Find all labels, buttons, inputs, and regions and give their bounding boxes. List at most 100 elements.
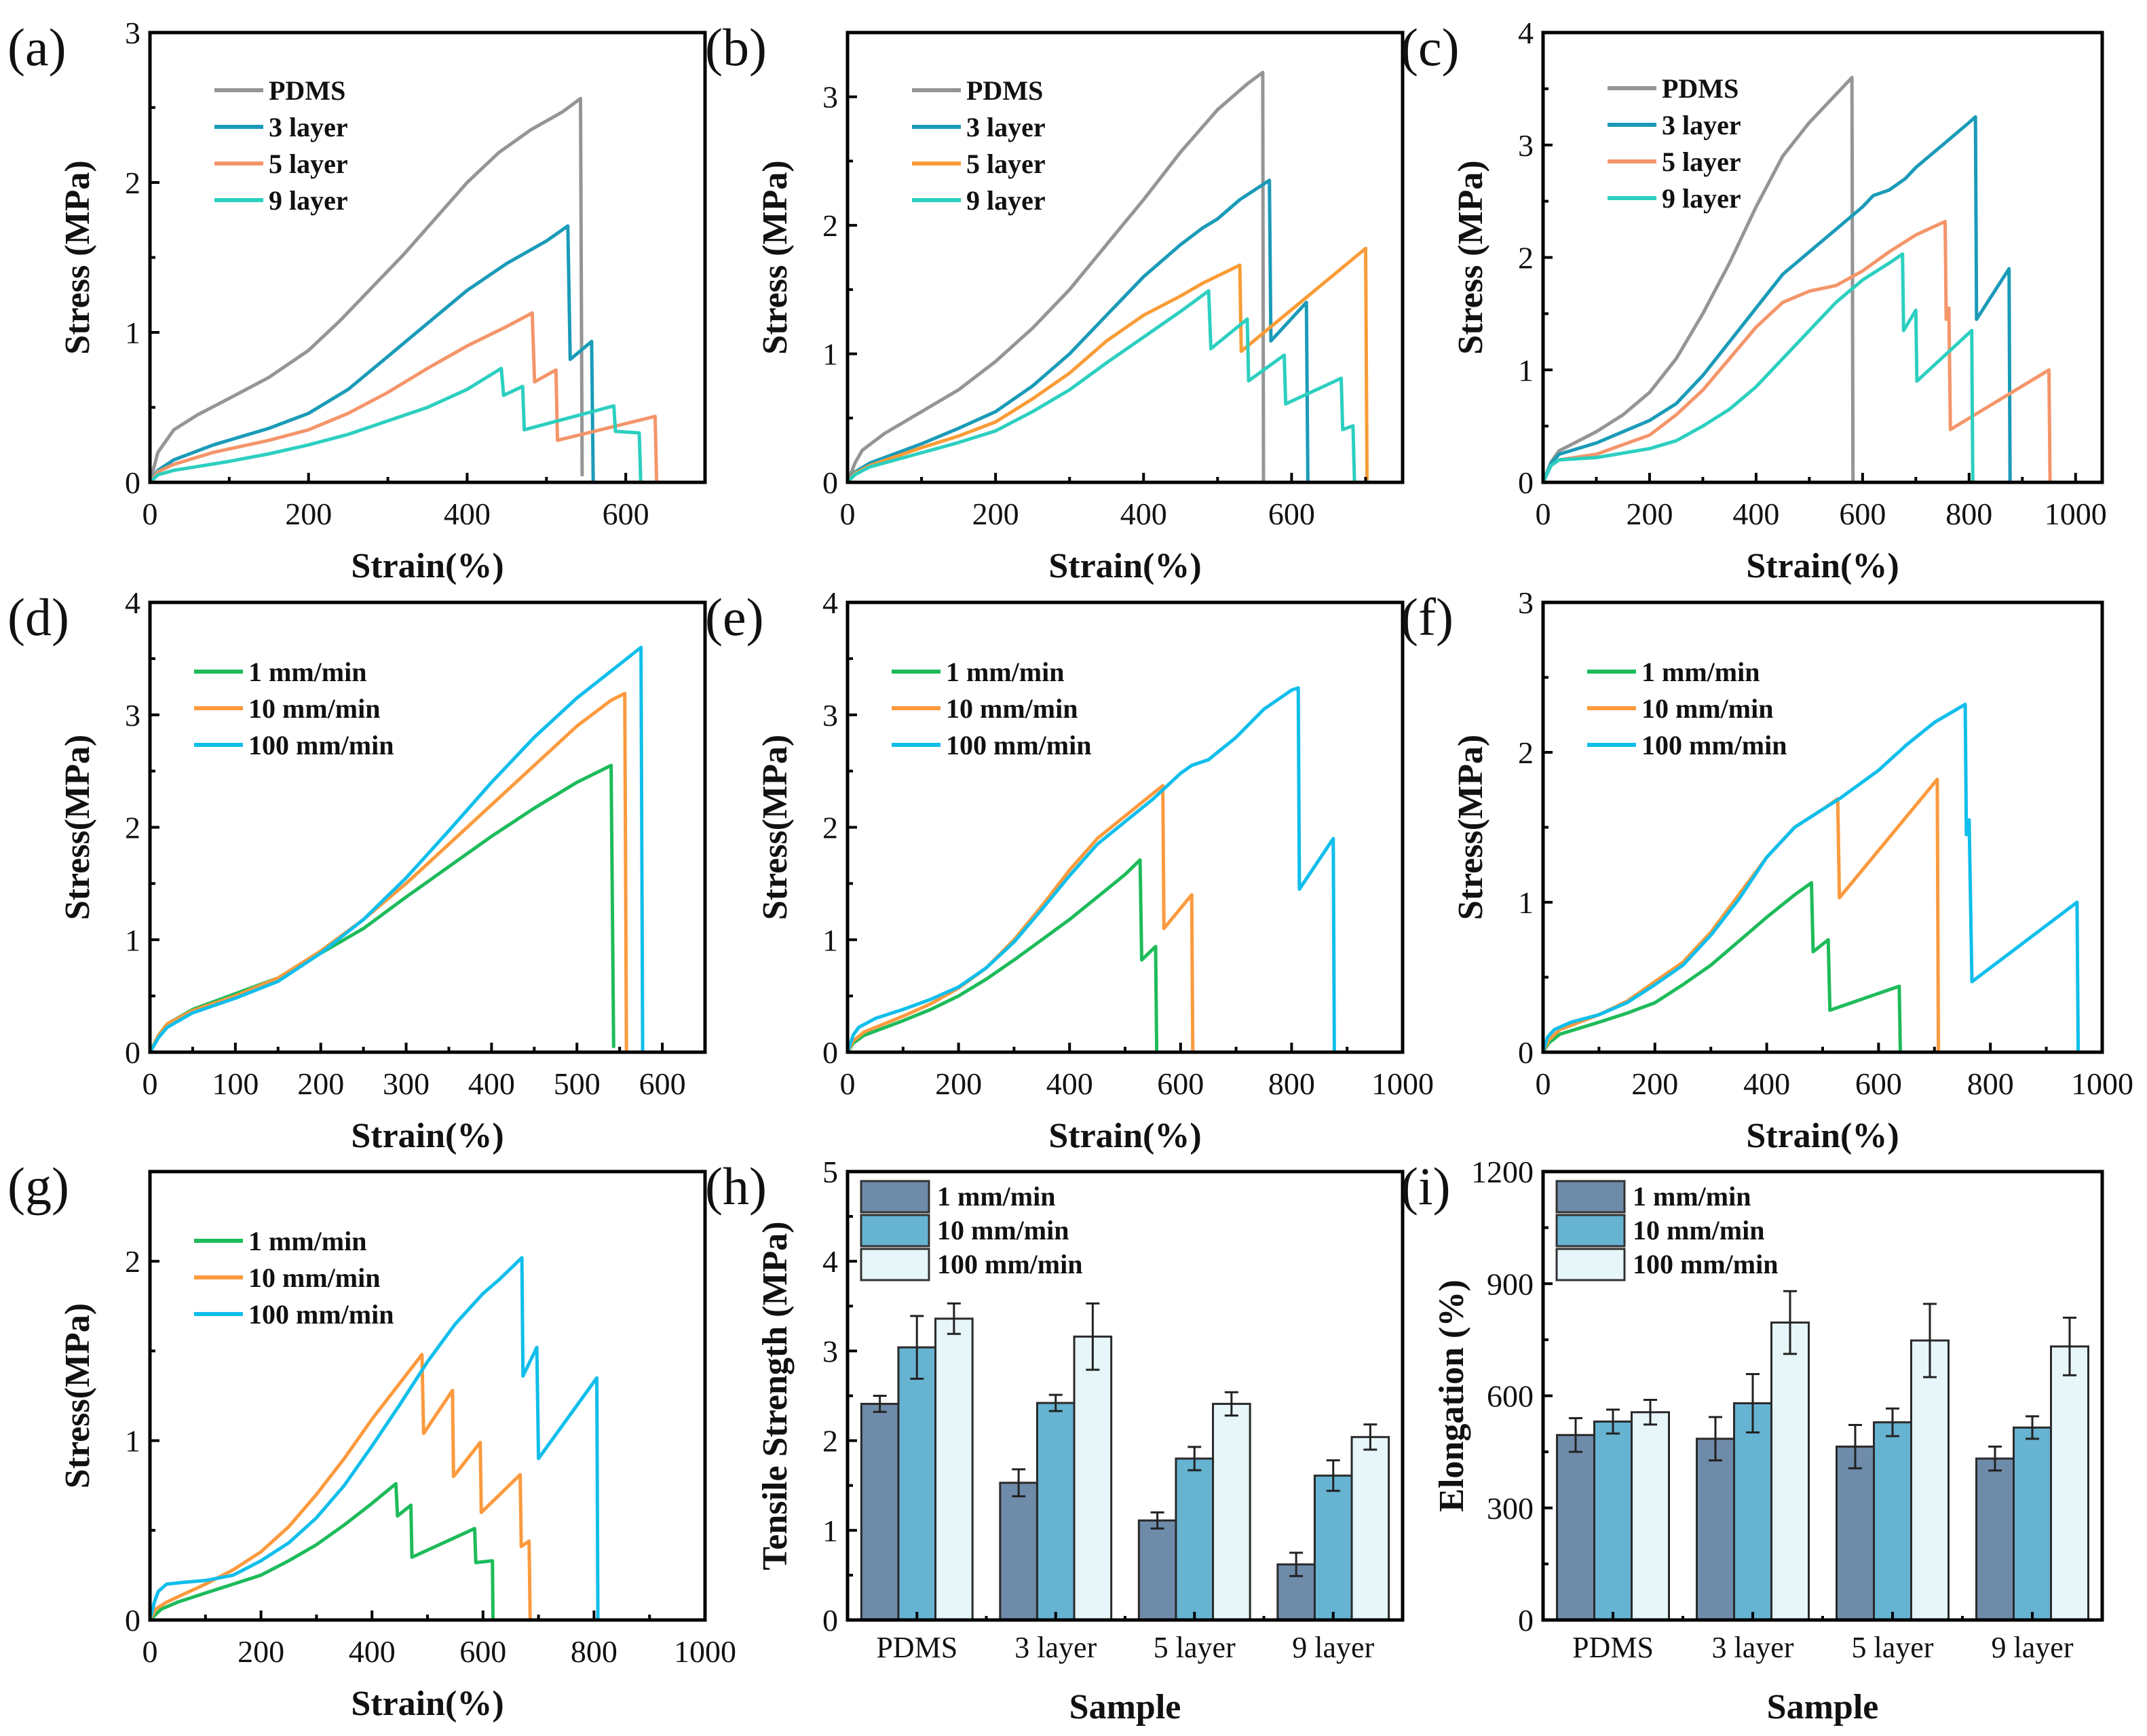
y-tick-label: 2 xyxy=(125,1244,140,1279)
x-tick-label: 0 xyxy=(1536,1066,1551,1101)
x-tick-label: 600 xyxy=(1839,497,1886,531)
legend-label: 10 mm/min xyxy=(937,1215,1069,1246)
series-line-1-mm-min xyxy=(848,858,1159,1052)
x-tick-label: 1000 xyxy=(674,1634,736,1669)
y-axis-title: Stress (MPa) xyxy=(756,160,795,354)
legend-label: 5 layer xyxy=(966,149,1046,179)
legend-label: PDMS xyxy=(966,75,1043,106)
bar xyxy=(1137,1519,1177,1620)
legend-swatch xyxy=(1555,1180,1626,1214)
x-tick-label: 1000 xyxy=(1371,1066,1434,1101)
legend-label: 1 mm/min xyxy=(1633,1181,1751,1212)
legend-label: 9 layer xyxy=(966,185,1046,216)
bar xyxy=(1631,1411,1671,1620)
y-axis-title: Stress(MPa) xyxy=(756,735,795,920)
bar xyxy=(999,1482,1038,1620)
series-line-10-mm-min xyxy=(848,784,1195,1052)
panel-label: (c) xyxy=(1401,18,1460,77)
x-tick-label: 400 xyxy=(468,1066,515,1101)
x-tick-label: 0 xyxy=(142,497,158,531)
y-tick-label: 0 xyxy=(1518,1603,1534,1638)
y-tick-label: 0 xyxy=(822,1035,838,1070)
bar xyxy=(1770,1322,1810,1620)
bar xyxy=(2050,1345,2090,1620)
panel-e: (e) 0 200 400 600 800 1000 0 1 2 3 4 Strain(%) Stress… xyxy=(705,585,1434,1155)
x-tick-label: 200 xyxy=(238,1634,284,1669)
series-line-10-mm-min xyxy=(150,691,628,1052)
legend-swatch xyxy=(1555,1214,1626,1248)
panel-label: (e) xyxy=(705,587,764,647)
y-tick-label: 4 xyxy=(822,585,838,620)
legend-swatch xyxy=(1555,1248,1626,1281)
x-tick-label: 0 xyxy=(142,1066,158,1101)
legend-label: 100 mm/min xyxy=(946,730,1091,760)
y-tick-label: 2 xyxy=(822,208,838,243)
legend-label: 10 mm/min xyxy=(248,693,380,724)
series-line-9-layer xyxy=(1543,252,1975,482)
x-tick-label: 0 xyxy=(840,1066,856,1101)
series-line-3-layer xyxy=(848,178,1310,482)
x-axis-title: Sample xyxy=(1069,1688,1181,1727)
series-line-1-mm-min xyxy=(1543,881,1902,1052)
x-tick-label: 0 xyxy=(840,497,856,531)
bar xyxy=(860,1402,900,1620)
y-tick-label: 2 xyxy=(822,1424,838,1459)
y-axis-title: Stress(MPa) xyxy=(1451,735,1490,920)
y-tick-label: 3 xyxy=(125,16,140,50)
x-axis-title: Strain(%) xyxy=(1746,547,1899,585)
plot-frame xyxy=(148,31,707,484)
y-axis-title: Stress(MPa) xyxy=(58,1303,97,1488)
panel-label: (d) xyxy=(7,587,69,647)
x-axis-title: Strain(%) xyxy=(351,1117,504,1155)
series-line-pdms xyxy=(848,71,1266,482)
x-tick-label: 200 xyxy=(1631,1066,1678,1101)
panel-label: (b) xyxy=(705,18,767,77)
x-tick-label: 200 xyxy=(285,497,332,531)
panel-label: (f) xyxy=(1401,587,1454,647)
x-tick-label: 800 xyxy=(571,1634,618,1669)
bar xyxy=(1555,1433,1595,1620)
x-tick-label: 200 xyxy=(1626,497,1673,531)
plot-area xyxy=(1555,1290,2090,1620)
panel-g: (g) 0 200 400 600 800 1000 0 1 2 Strain(%) Stress(M… xyxy=(7,1157,736,1723)
y-tick-label: 1 xyxy=(1518,353,1534,387)
y-tick-label: 5 xyxy=(822,1155,838,1189)
x-tick-label: 400 xyxy=(349,1634,396,1669)
y-tick-label: 4 xyxy=(125,585,140,620)
legend-label: 1 mm/min xyxy=(946,657,1064,687)
legend-label: 100 mm/min xyxy=(1633,1249,1778,1279)
bar xyxy=(1036,1402,1076,1620)
y-tick-label: 0 xyxy=(822,1603,838,1638)
series-line-3-layer xyxy=(150,224,595,482)
y-tick-label: 1 xyxy=(822,337,838,372)
y-tick-label: 1200 xyxy=(1471,1155,1534,1189)
x-tick-label: 200 xyxy=(297,1066,344,1101)
y-tick-label: 0 xyxy=(822,465,838,500)
plot-area xyxy=(1543,702,2080,1052)
panel-c: (c) 0 200 400 600 800 1000 0 1 2 3 4 Strain(%) Stress… xyxy=(1401,16,2107,585)
series-line-3-layer xyxy=(1543,115,2012,482)
x-tick-label: 800 xyxy=(1268,1066,1315,1101)
y-tick-label: 3 xyxy=(822,1334,838,1368)
x-tick-label: 5 layer xyxy=(1852,1631,1934,1664)
plot-area xyxy=(860,1302,1390,1620)
legend: PDMS 3 layer 5 layer 9 layer xyxy=(912,75,1046,216)
x-axis-title: Strain(%) xyxy=(1746,1117,1899,1155)
y-tick-label: 2 xyxy=(125,166,140,200)
series-line-1-mm-min xyxy=(150,1482,495,1620)
series-line-100-mm-min xyxy=(848,686,1336,1052)
legend-label: PDMS xyxy=(269,75,345,106)
x-tick-label: PDMS xyxy=(876,1631,957,1664)
panel-i: (i) PDMS 3 layer 5 layer 9 layer 0 300 600 900 12… xyxy=(1401,1155,2104,1727)
series-line-pdms xyxy=(150,96,584,482)
legend-swatch xyxy=(860,1214,930,1248)
x-tick-label: 400 xyxy=(1120,497,1167,531)
x-axis-title: Strain(%) xyxy=(1048,1117,1201,1155)
x-tick-label: 800 xyxy=(1945,497,1992,531)
legend-label: 3 layer xyxy=(966,112,1046,142)
x-tick-label: 600 xyxy=(639,1066,686,1101)
